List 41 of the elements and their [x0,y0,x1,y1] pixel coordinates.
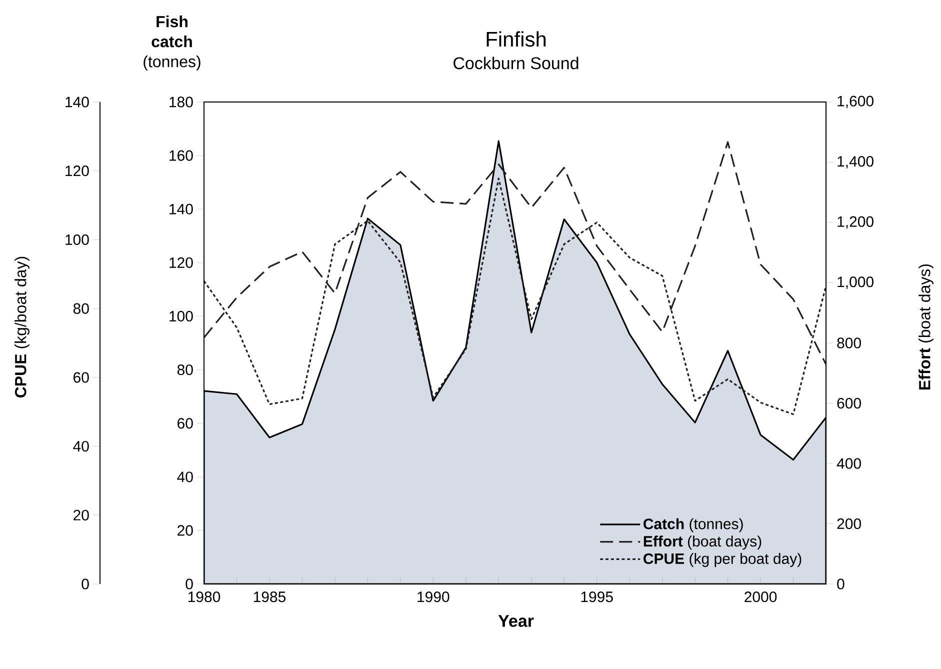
y2-tick-label: 600 [837,398,861,409]
y-tick-label: 0 [186,578,193,590]
y-tick-label: 40 [177,472,193,482]
y3-axis-title: CPUE (kg/boat day) [14,256,30,398]
y-tick-label: 160 [170,150,193,161]
y2-axis-title: Effort (boat days) [918,264,934,390]
legend-label: CPUE (kg per boat day) [644,552,802,567]
y3-tick-label: 60 [74,372,89,383]
y2-tick-label: 1,600 [838,96,874,108]
y2-tick-label: 800 [837,338,861,348]
y2-tick-label: 0 [837,578,844,590]
y-tick-label: 60 [178,418,193,429]
y-tick-label: 80 [177,364,193,376]
y-tick-label: 20 [178,525,193,536]
y2-tick-label: 1,000 [838,276,874,289]
series-label: Catch (tonnes) [644,518,743,532]
x-tick-label: 1985 [254,592,286,602]
y2-tick-label: 1,200 [838,216,874,229]
y-axis-title: Fish catch (tonnes) [144,16,200,70]
y3-tick-label: 40 [73,440,89,452]
y-tick-label: 140 [170,204,193,214]
y2-tick-label: 1,400 [838,156,874,168]
y-tick-label: 180 [170,96,193,108]
y3-tick-label: 140 [66,96,89,108]
x-tick-label: 1995 [581,592,613,602]
y-tick-label: 100 [170,310,193,322]
y2-tick-label: 200 [837,518,861,530]
x-tick-label: 1980 [188,592,220,602]
legend-label: Effort (boat days) [644,536,762,550]
y3-tick-label: 80 [73,303,89,314]
y3-tick-label: 20 [74,510,89,520]
chart-subtitle: Cockburn Sound [454,56,578,70]
chart-title: Finfish [486,31,546,47]
x-tick-label: 2000 [744,592,777,602]
x-axis-title: Year [498,615,534,627]
y2-tick-label: 400 [836,458,861,469]
y3-tick-label: 100 [66,234,89,246]
x-tick-label: 1990 [418,592,450,602]
y3-tick-label: 0 [82,578,89,590]
y3-tick-label: 120 [66,166,89,176]
y-tick-label: 120 [170,257,193,268]
